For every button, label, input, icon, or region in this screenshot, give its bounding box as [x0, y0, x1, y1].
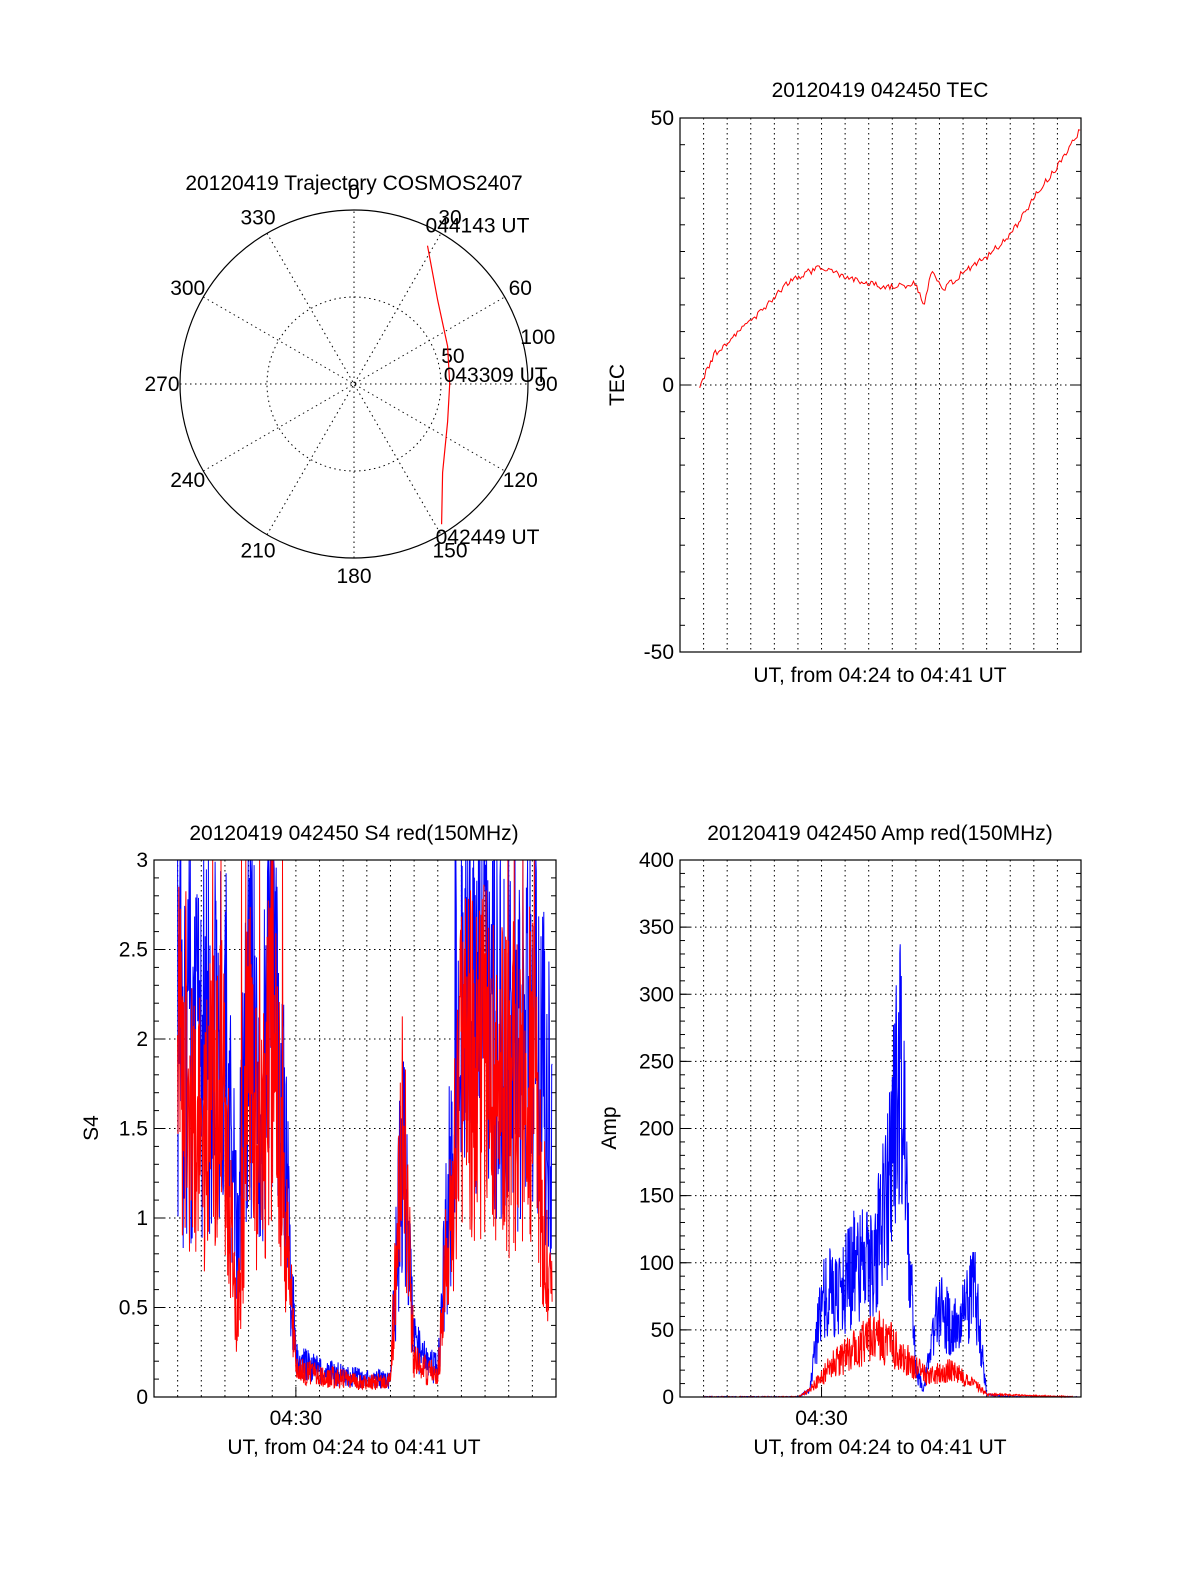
y-tick-label: 1.5 [119, 1118, 148, 1141]
y-tick-label: 50 [651, 107, 674, 130]
polar-spoke [203, 296, 505, 472]
x-tick-label: 04:30 [270, 1407, 323, 1430]
y-tick-label: 400 [639, 849, 674, 872]
polar-angle-label: 0 [348, 181, 360, 204]
polar-spoke [266, 233, 442, 535]
s4-xlabel: UT, from 04:24 to 04:41 UT [227, 1436, 480, 1459]
series-line [177, 859, 553, 1391]
y-tick-label: 0.5 [119, 1297, 148, 1320]
polar-trajectory-line [426, 245, 451, 525]
polar-time-annotation: 044143 UT [426, 215, 530, 238]
polar-grid-circle [266, 296, 442, 472]
y-tick-label: 300 [639, 983, 674, 1006]
y-tick-label: 0 [136, 1386, 148, 1409]
polar-angle-label: 60 [509, 277, 532, 300]
polar-angle-label: 30 [438, 207, 461, 230]
s4-title: 20120419 042450 S4 red(150MHz) [189, 822, 518, 845]
series-line [699, 129, 1081, 388]
tec-title: 20120419 042450 TEC [772, 79, 989, 102]
y-tick-label: -50 [644, 641, 674, 664]
y-tick-label: 150 [639, 1185, 674, 1208]
polar-angle-label: 210 [240, 539, 275, 562]
s4-chart: 20120419 042450 S4 red(150MHz) UT, from … [80, 822, 557, 1459]
y-tick-label: 1 [136, 1207, 148, 1230]
y-tick-label: 0 [662, 1386, 674, 1409]
polar-angle-label: 120 [503, 469, 538, 492]
amp-title: 20120419 042450 Amp red(150MHz) [707, 822, 1053, 845]
y-tick-label: 250 [639, 1050, 674, 1073]
y-tick-label: 200 [639, 1118, 674, 1141]
y-tick-label: 2.5 [119, 939, 148, 962]
polar-angle-label: 240 [170, 469, 205, 492]
plot-frame [679, 859, 1082, 1398]
s4-ylabel: S4 [80, 1115, 103, 1141]
plot-frame [153, 859, 557, 1398]
polar-title: 20120419 Trajectory COSMOS2407 [185, 172, 522, 195]
x-tick-label: 04:30 [795, 1407, 848, 1430]
y-tick-label: 3 [136, 849, 148, 872]
polar-trajectory-chart: 20120419 Trajectory COSMOS2407 0 30 60 90 12… [144, 172, 557, 588]
tec-xlabel: UT, from 04:24 to 04:41 UT [753, 664, 1006, 687]
polar-angle-label: 300 [170, 277, 205, 300]
polar-radius-label: 100 [520, 326, 555, 349]
series-line [703, 1310, 1078, 1399]
y-tick-label: 0 [662, 374, 674, 397]
amp-chart: 20120419 042450 Amp red(150MHz) UT, from… [598, 822, 1082, 1459]
tec-chart: 20120419 042450 TEC UT, from 04:24 to 04… [606, 79, 1082, 687]
polar-radius-label: 50 [441, 345, 464, 368]
polar-angle-label: 90 [534, 373, 557, 396]
y-tick-label: 350 [639, 916, 674, 939]
plot-frame [679, 117, 1082, 653]
y-tick-label: 100 [639, 1252, 674, 1275]
polar-spoke [203, 296, 505, 472]
polar-spoke [266, 233, 442, 535]
polar-angle-label: 330 [240, 207, 275, 230]
polar-angle-label: 150 [432, 539, 467, 562]
tec-ylabel: TEC [606, 364, 629, 406]
amp-ylabel: Amp [598, 1106, 621, 1149]
polar-angle-label: 180 [336, 565, 371, 588]
polar-angle-label: 270 [144, 373, 179, 396]
y-tick-label: 2 [136, 1028, 148, 1051]
polar-time-annotation: 043309 UT [444, 364, 548, 387]
polar-time-annotation: 042449 UT [436, 526, 540, 549]
amp-xlabel: UT, from 04:24 to 04:41 UT [753, 1436, 1006, 1459]
y-tick-label: 50 [651, 1319, 674, 1342]
